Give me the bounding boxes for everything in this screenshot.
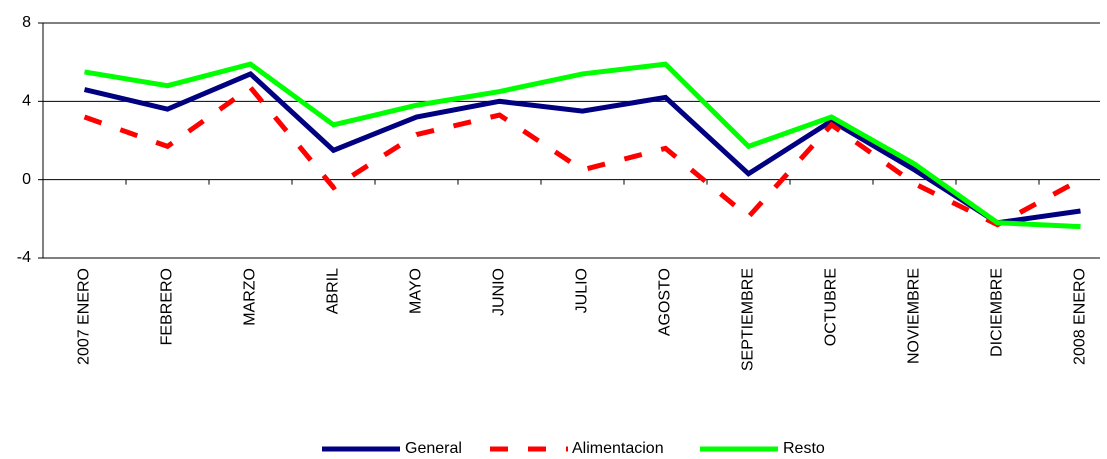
x-tick-label: OCTUBRE xyxy=(823,268,840,346)
legend-label: Alimentacion xyxy=(572,440,664,457)
y-tick-label: 0 xyxy=(22,171,31,188)
x-tick-label: JUNIO xyxy=(491,268,508,316)
x-tick-label: DICIEMBRE xyxy=(989,268,1006,357)
series-line xyxy=(84,61,1081,230)
x-tick-label: FEBRERO xyxy=(159,268,176,345)
x-tick-label: 2007 ENERO xyxy=(76,268,93,365)
x-tick-label: MARZO xyxy=(242,268,259,326)
legend-label: General xyxy=(405,440,462,457)
y-tick-label: 8 xyxy=(22,14,31,31)
x-tick-label: MAYO xyxy=(408,268,425,314)
x-tick-label: AGOSTO xyxy=(657,268,674,336)
x-tick-label: NOVIEMBRE xyxy=(906,268,923,364)
y-tick-label: -4 xyxy=(17,249,31,266)
y-tick-label: 4 xyxy=(22,93,31,110)
x-tick-label: ABRIL xyxy=(325,268,342,314)
x-tick-label: 2008 ENERO xyxy=(1072,268,1089,365)
x-tick-label: JULIO xyxy=(574,268,591,313)
series-line xyxy=(83,84,1082,228)
legend-label: Resto xyxy=(783,440,825,457)
x-tick-label: SEPTIEMBRE xyxy=(740,268,757,371)
series-line xyxy=(83,70,1081,226)
